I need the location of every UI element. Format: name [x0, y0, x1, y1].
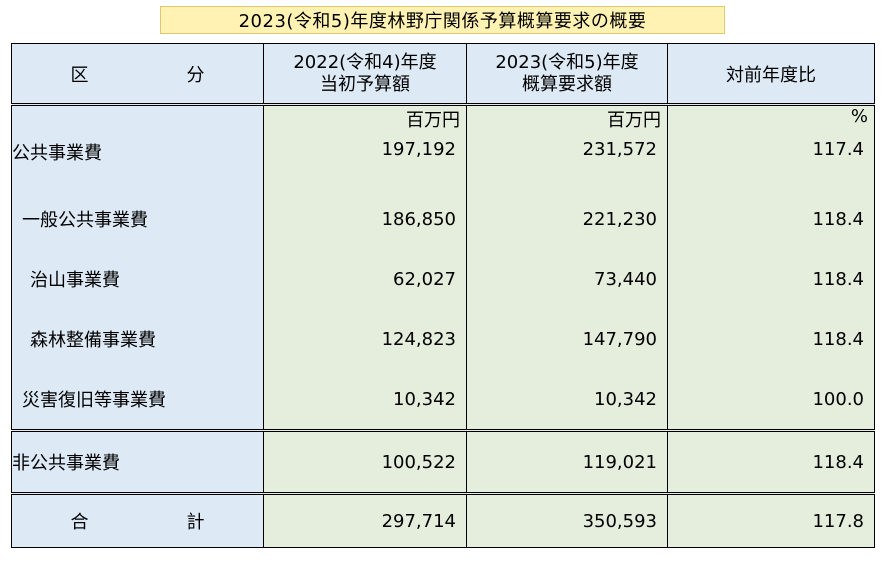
unit-ratio: %	[667, 104, 875, 135]
value-2023: 73,440	[466, 249, 668, 309]
value-ratio: 118.4	[667, 249, 875, 309]
value-2023: 231,572	[466, 135, 668, 189]
total-ratio: 117.8	[667, 492, 875, 548]
value-2022: 62,027	[263, 249, 467, 309]
value-2022: 100,522	[263, 429, 467, 494]
row-label: 森林整備事業費	[11, 309, 264, 369]
total-label: 合 計	[11, 492, 264, 548]
header-2023-year: 2023(令和5)年度	[495, 51, 639, 73]
header-2022-budget: 2022(令和4)年度 当初予算額	[263, 43, 467, 106]
value-2023: 221,230	[466, 189, 668, 249]
total-2023: 350,593	[466, 492, 668, 548]
value-2023: 147,790	[466, 309, 668, 369]
unit-2022: 百万円	[263, 104, 467, 135]
header-2022-caption: 当初予算額	[320, 73, 410, 95]
header-2022-year: 2022(令和4)年度	[293, 51, 437, 73]
value-ratio: 100.0	[667, 369, 875, 431]
header-2023-caption: 概算要求額	[522, 73, 612, 95]
unit-spacer	[11, 104, 264, 135]
row-label: 一般公共事業費	[11, 189, 264, 249]
value-2023: 10,342	[466, 369, 668, 431]
table-row: 非公共事業費 100,522 119,021 118.4	[11, 429, 875, 494]
row-label: 非公共事業費	[11, 429, 264, 494]
page-title: 2023(令和5)年度林野庁関係予算概算要求の概要	[160, 6, 725, 34]
value-ratio: 118.4	[667, 189, 875, 249]
table-row: 治山事業費 62,027 73,440 118.4	[11, 249, 875, 309]
value-2022: 10,342	[263, 369, 467, 431]
total-2022: 297,714	[263, 492, 467, 548]
value-2022: 186,850	[263, 189, 467, 249]
value-2023: 119,021	[466, 429, 668, 494]
unit-row: 百万円 百万円 %	[11, 104, 875, 135]
value-ratio: 118.4	[667, 429, 875, 494]
table-row: 公共事業費 197,192 231,572 117.4	[11, 135, 875, 189]
row-label: 公共事業費	[11, 135, 264, 189]
row-label: 災害復旧等事業費	[11, 369, 264, 431]
row-label: 治山事業費	[11, 249, 264, 309]
total-row: 合 計 297,714 350,593 117.8	[11, 492, 875, 548]
table-header-row: 区 分 2022(令和4)年度 当初予算額 2023(令和5)年度 概算要求額 …	[11, 43, 875, 106]
value-ratio: 118.4	[667, 309, 875, 369]
header-category: 区 分	[11, 43, 264, 106]
header-yoy-ratio: 対前年度比	[667, 43, 875, 106]
value-ratio: 117.4	[667, 135, 875, 189]
table-row: 一般公共事業費 186,850 221,230 118.4	[11, 189, 875, 249]
value-2022: 124,823	[263, 309, 467, 369]
value-2022: 197,192	[263, 135, 467, 189]
table-row: 森林整備事業費 124,823 147,790 118.4	[11, 309, 875, 369]
table-row: 災害復旧等事業費 10,342 10,342 100.0	[11, 369, 875, 431]
budget-table: 区 分 2022(令和4)年度 当初予算額 2023(令和5)年度 概算要求額 …	[11, 43, 875, 548]
unit-2023: 百万円	[466, 104, 668, 135]
header-2023-request: 2023(令和5)年度 概算要求額	[466, 43, 668, 106]
